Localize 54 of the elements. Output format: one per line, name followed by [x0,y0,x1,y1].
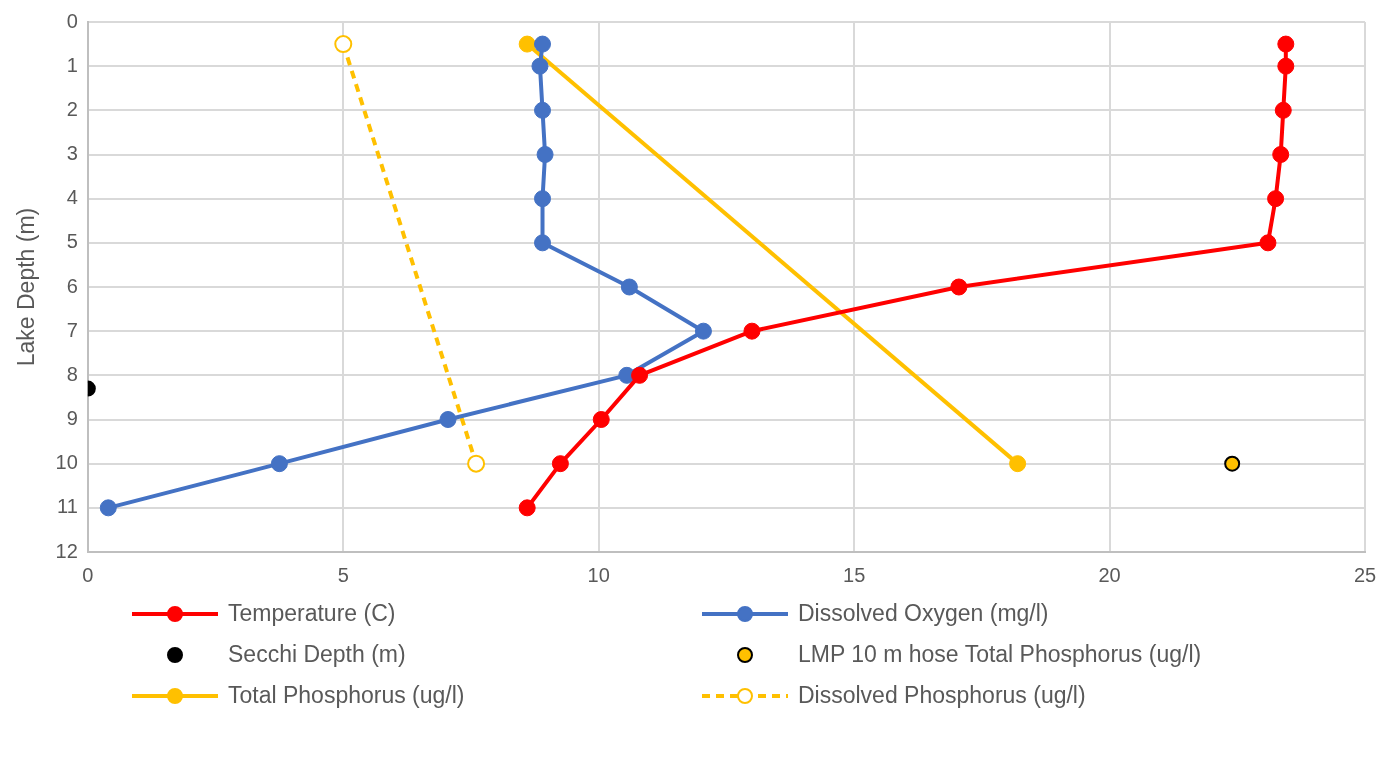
point [1009,455,1027,473]
x-tick-label: 0 [82,563,94,586]
point [534,234,552,252]
y-tick-label: 4 [66,186,78,209]
y-tick-label: 10 [55,451,78,474]
x-tick-label: 20 [1098,563,1121,586]
y-tick-label: 9 [66,407,78,430]
y-tick-label: 11 [57,495,78,518]
point [334,35,353,54]
point [534,101,552,119]
point [439,411,457,428]
y-tick-label: 8 [66,362,78,385]
y-tick-label: 1 [66,53,78,76]
legend-label: Temperature (C) [228,600,396,627]
point [518,499,536,517]
point [531,57,549,75]
x-tick-label: 5 [337,563,349,586]
point [1267,190,1285,208]
y-tick-label: 5 [66,230,78,253]
y-tick-label: 3 [66,142,78,165]
point [1277,35,1295,53]
x-tick-label: 10 [587,563,610,586]
point [1274,101,1292,119]
point [99,499,117,517]
point [950,278,968,296]
point [1259,234,1277,252]
x-tick-label: 15 [843,563,866,586]
y-tick-label: 7 [66,318,78,341]
x-tick-label: 25 [1353,563,1377,586]
point [534,35,552,53]
y-axis-title: Lake Depth (m) [13,207,40,367]
legend-label: Total Phosphorus (ug/l) [228,682,465,709]
legend-label: Dissolved Phosphorus (ug/l) [798,682,1086,709]
point [1277,57,1295,75]
point [534,190,552,208]
legend-label: LMP 10 m hose Total Phosphorus (ug/l) [798,641,1202,668]
y-tick-label: 6 [66,274,78,297]
point [631,366,649,384]
point [592,411,610,428]
y-tick-label: 2 [66,97,78,120]
legend-label: Secchi Depth (m) [228,641,406,668]
point [551,455,569,473]
point [694,322,712,340]
point [1224,455,1241,472]
point [743,322,761,340]
point [270,455,288,473]
point [1272,146,1290,163]
y-tick-label: 0 [66,9,78,32]
y-tick-label: 12 [55,539,78,562]
point [518,35,536,53]
point [467,454,486,473]
point [620,278,638,296]
point [536,146,554,163]
legend-label: Dissolved Oxygen (mg/l) [798,600,1049,627]
